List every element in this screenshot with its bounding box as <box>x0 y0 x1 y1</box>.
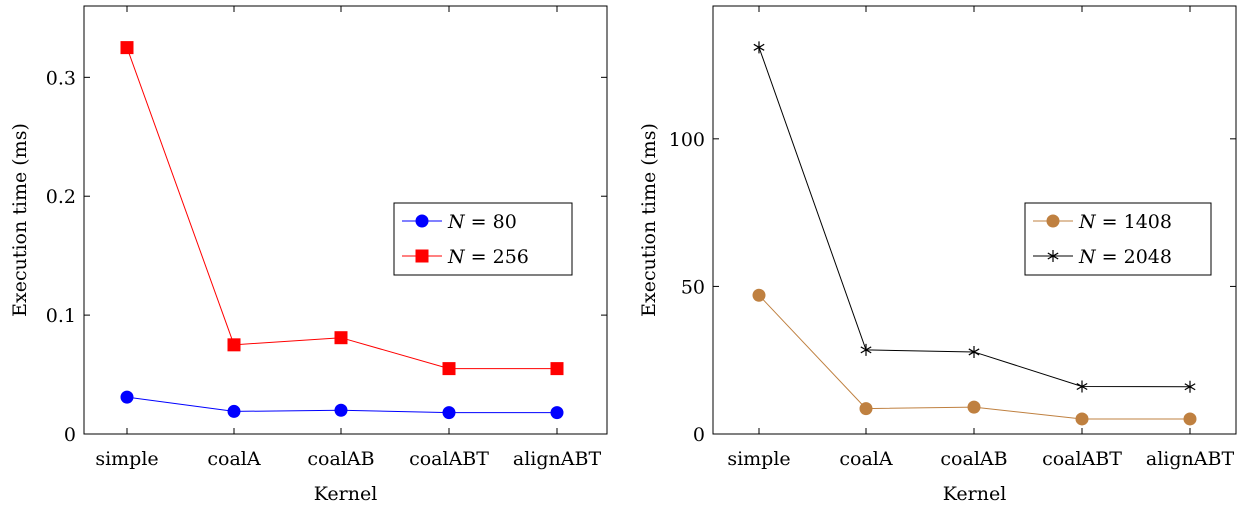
y-tick-label: 0.2 <box>46 186 76 208</box>
series-1408 <box>752 288 1197 426</box>
legend: N = 80 N = 256 <box>393 202 573 276</box>
data-point <box>860 343 872 356</box>
legend-label: N = 256 <box>447 246 529 268</box>
data-point <box>120 390 134 404</box>
legend-marker <box>1047 250 1059 262</box>
x-tick-label: coalAB <box>940 448 1007 470</box>
x-axis-label: Kernel <box>943 483 1007 505</box>
data-point <box>1184 380 1196 393</box>
data-point <box>442 406 456 420</box>
data-point <box>1183 412 1197 426</box>
y-axis-label: Execution time (ms) <box>9 123 31 317</box>
left-chart: simple coalA coalAB coalABT alignABT 0 0.1 0.2 0… <box>9 5 608 505</box>
y-tick-label: 100 <box>669 129 705 151</box>
y-tick-label: 0 <box>64 424 76 446</box>
data-point <box>967 400 981 414</box>
data-point <box>859 402 873 416</box>
legend-marker <box>1046 214 1060 228</box>
y-tick-label: 50 <box>681 276 705 298</box>
data-point <box>120 41 134 55</box>
data-point <box>968 345 980 358</box>
data-point <box>752 288 766 302</box>
plot-frame <box>83 5 608 435</box>
data-point <box>550 406 564 420</box>
x-tick-label: coalAB <box>307 448 374 470</box>
x-tick-label: simple <box>727 448 790 470</box>
data-point <box>442 362 456 376</box>
legend-label: N = 80 <box>447 211 517 233</box>
data-point <box>1076 380 1088 393</box>
legend-label: N = 1408 <box>1078 211 1172 233</box>
x-tick-label: coalA <box>207 448 260 470</box>
data-point <box>1075 412 1089 426</box>
x-tick-label: simple <box>95 448 158 470</box>
legend-marker <box>415 249 429 263</box>
x-axis-label: Kernel <box>314 483 378 505</box>
data-point <box>550 362 564 376</box>
data-point <box>227 404 241 418</box>
y-tick-label: 0.1 <box>46 305 76 327</box>
y-axis-label: Execution time (ms) <box>638 123 660 317</box>
x-tick-label: alignABT <box>513 448 602 470</box>
legend: N = 1408 N = 2048 <box>1024 202 1212 276</box>
y-tick-label: 0 <box>693 424 705 446</box>
x-tick-label: coalABT <box>1042 448 1122 470</box>
x-tick-label: coalA <box>839 448 892 470</box>
series-2048 <box>753 41 1196 393</box>
legend-box <box>1024 202 1212 276</box>
data-point <box>753 41 765 54</box>
data-point <box>334 331 348 345</box>
series-256 <box>120 41 564 376</box>
legend-marker <box>415 214 429 228</box>
series-80 <box>120 390 564 420</box>
y-tick-label: 0.3 <box>46 67 76 89</box>
legend-label: N = 2048 <box>1078 246 1172 268</box>
x-tick-label: alignABT <box>1146 448 1235 470</box>
data-point <box>334 403 348 417</box>
right-chart: simple coalA coalAB coalABT alignABT 0 50 100 Ke… <box>638 5 1237 505</box>
data-point <box>227 338 241 352</box>
x-tick-label: coalABT <box>409 448 489 470</box>
